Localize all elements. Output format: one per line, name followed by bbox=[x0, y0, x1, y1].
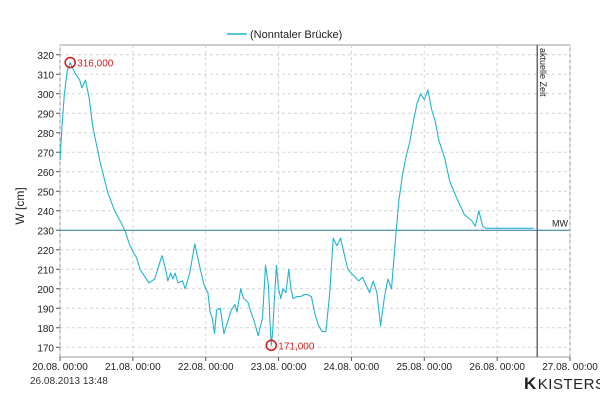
y-tick-label: 320 bbox=[37, 51, 54, 62]
x-tick-label: 27.08. 00:00 bbox=[542, 362, 598, 373]
y-tick-label: 220 bbox=[37, 246, 54, 257]
footer-timestamp: 26.08.2013 13:48 bbox=[30, 376, 108, 387]
annotation-min-label: 171,000 bbox=[278, 341, 315, 352]
y-tick-label: 170 bbox=[37, 343, 54, 354]
legend-label: (Nonntaler Brücke) bbox=[250, 29, 342, 41]
y-tick-label: 190 bbox=[37, 304, 54, 315]
y-tick-label: 180 bbox=[37, 324, 54, 335]
kisters-logo: KKISTERS bbox=[524, 374, 600, 394]
x-axis-ticks: 20.08. 00:00 21.08. 00:00 22.08. 00:00 23.0… bbox=[32, 357, 598, 373]
annotation-max-marker bbox=[64, 56, 76, 69]
y-tick-label: 270 bbox=[37, 148, 54, 159]
x-tick-label: 20.08. 00:00 bbox=[32, 362, 88, 373]
mw-label: MW bbox=[552, 218, 568, 228]
y-tick-label: 210 bbox=[37, 265, 54, 276]
legend: (Nonntaler Brücke) bbox=[227, 29, 342, 41]
logo-mark: K bbox=[524, 374, 537, 393]
y-tick-label: 280 bbox=[37, 129, 54, 140]
y-tick-label: 240 bbox=[37, 207, 54, 218]
plot-area: MW aktuelle Zeit 316,000 171,000 bbox=[59, 45, 570, 357]
x-tick-label: 24.08. 00:00 bbox=[324, 362, 380, 373]
y-tick-label: 290 bbox=[37, 109, 54, 120]
x-tick-label: 21.08. 00:00 bbox=[105, 362, 161, 373]
y-tick-label: 200 bbox=[37, 285, 54, 296]
x-tick-label: 22.08. 00:00 bbox=[178, 362, 234, 373]
y-tick-label: 230 bbox=[37, 226, 54, 237]
logo-text: KISTERS bbox=[537, 376, 600, 393]
current-time-label: aktuelle Zeit bbox=[538, 48, 548, 97]
y-axis-ticks: 170 180 190 200 210 220 230 240 250 260 270 280 290 3… bbox=[37, 51, 60, 354]
y-tick-label: 260 bbox=[37, 168, 54, 179]
y-tick-label: 250 bbox=[37, 187, 54, 198]
plot-frame bbox=[59, 44, 571, 358]
x-tick-label: 23.08. 00:00 bbox=[251, 362, 307, 373]
grid bbox=[59, 44, 571, 358]
y-tick-label: 300 bbox=[37, 90, 54, 101]
y-tick-label: 310 bbox=[37, 70, 54, 81]
annotation-min-marker bbox=[265, 339, 278, 352]
y-axis-label: W [cm] bbox=[13, 187, 27, 224]
series-line bbox=[59, 62, 534, 346]
x-tick-label: 25.08. 00:00 bbox=[396, 362, 452, 373]
x-tick-label: 26.08. 00:00 bbox=[469, 362, 525, 373]
annotation-max-label: 316,000 bbox=[77, 59, 114, 70]
